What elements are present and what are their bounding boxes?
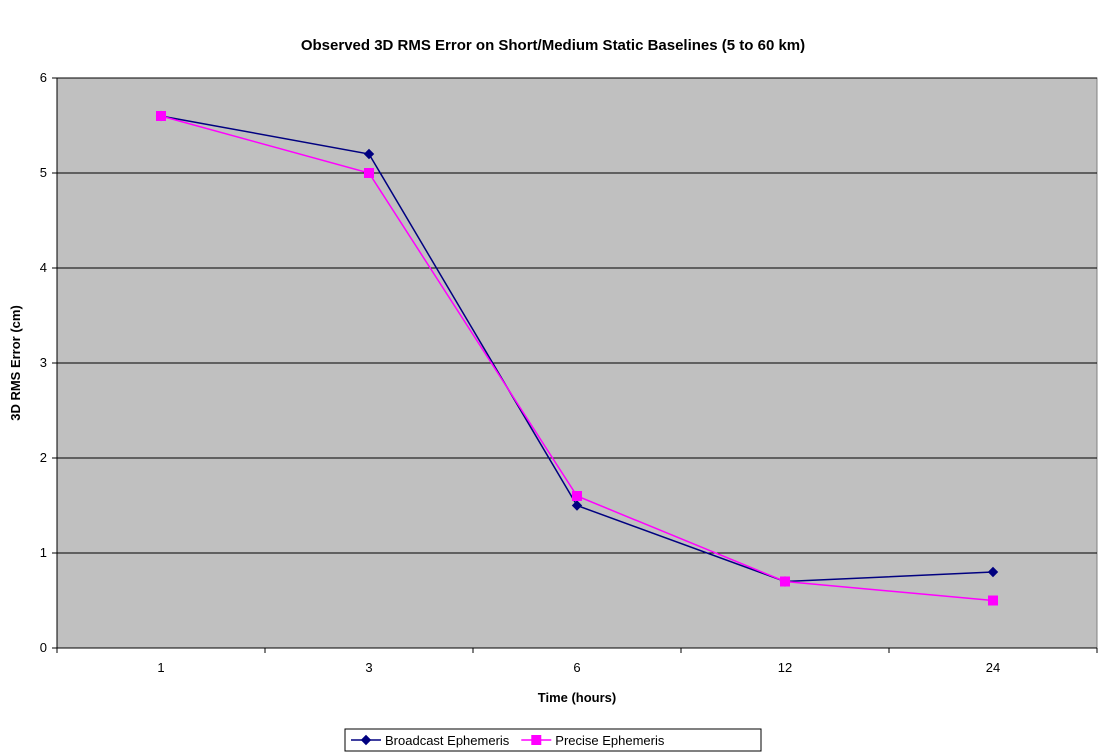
legend-entry: Broadcast Ephemeris (351, 733, 510, 748)
x-tick-label: 24 (986, 660, 1000, 675)
y-tick-label: 0 (40, 640, 47, 655)
data-point (988, 595, 998, 606)
y-axis-title: 3D RMS Error (cm) (8, 305, 23, 421)
x-axis-title: Time (hours) (538, 690, 617, 705)
series-precise-ephemeris (156, 111, 998, 606)
data-point (987, 566, 999, 578)
y-tick-label: 6 (40, 70, 47, 85)
x-tick-label: 12 (778, 660, 792, 675)
data-point (780, 576, 790, 587)
y-tick-label: 3 (40, 355, 47, 370)
x-tick-label: 1 (157, 660, 164, 675)
x-tick-label: 6 (573, 660, 580, 675)
y-tick-label: 2 (40, 450, 47, 465)
series-layer (155, 110, 999, 606)
data-point (156, 111, 166, 121)
x-tick-label: 3 (365, 660, 372, 675)
gridlines (57, 77, 1097, 554)
legend-marker (531, 735, 542, 745)
legend-label: Precise Ephemeris (555, 733, 665, 748)
y-tick-label: 4 (40, 260, 47, 275)
data-point (364, 168, 374, 178)
data-point (572, 491, 582, 501)
y-tick-label: 1 (40, 545, 47, 560)
data-point (571, 500, 583, 511)
legend-entry: Precise Ephemeris (521, 733, 665, 748)
legend-box (344, 728, 762, 752)
legend-label: Broadcast Ephemeris (385, 733, 510, 748)
chart-title: Observed 3D RMS Error on Short/Medium St… (301, 37, 805, 54)
legend-marker (360, 734, 372, 746)
y-tick-label: 5 (40, 165, 47, 180)
legend: Broadcast Ephemeris Precise Ephemeris (344, 728, 762, 752)
data-point (363, 148, 375, 160)
